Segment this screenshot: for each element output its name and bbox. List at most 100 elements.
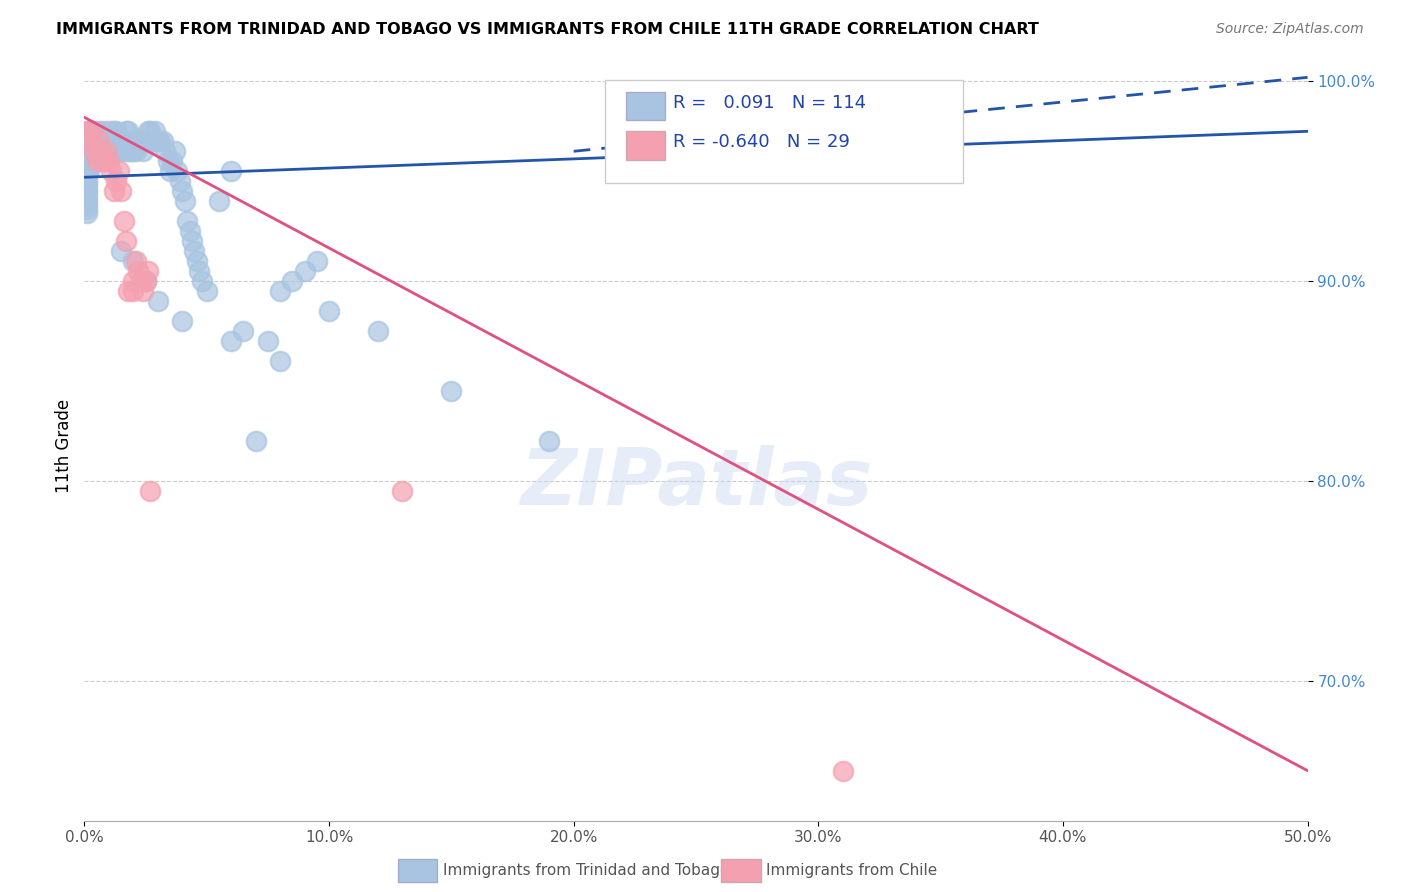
Point <box>181 234 204 248</box>
Point <box>281 274 304 288</box>
Point <box>80 124 103 138</box>
Point <box>86 124 108 138</box>
Point <box>135 274 157 288</box>
Point <box>76 150 98 164</box>
Point <box>191 274 214 288</box>
Point <box>107 145 129 159</box>
Point <box>538 434 561 448</box>
Point <box>166 164 188 178</box>
Point <box>93 154 115 169</box>
Point <box>146 294 169 309</box>
Point <box>76 170 98 185</box>
Point <box>120 145 142 159</box>
Point <box>105 174 128 188</box>
Point <box>97 145 120 159</box>
Text: R = -0.640   N = 29: R = -0.640 N = 29 <box>673 133 851 151</box>
Point <box>76 124 98 138</box>
Point <box>129 134 152 148</box>
Point <box>132 145 155 159</box>
Point <box>173 194 195 209</box>
Point <box>117 145 139 159</box>
Point <box>76 154 98 169</box>
Point <box>76 178 98 193</box>
Point <box>112 145 135 159</box>
Point <box>162 154 184 169</box>
Y-axis label: 11th Grade: 11th Grade <box>55 399 73 493</box>
Point <box>125 145 148 159</box>
Point <box>107 134 129 148</box>
Text: ZIPatlas: ZIPatlas <box>520 445 872 522</box>
Text: Immigrants from Trinidad and Tobago: Immigrants from Trinidad and Tobago <box>443 863 730 878</box>
Point <box>110 145 132 159</box>
Point <box>100 134 122 148</box>
Point <box>110 244 132 259</box>
Point <box>77 134 100 148</box>
Point <box>76 158 98 172</box>
Point <box>93 134 115 148</box>
Point <box>76 198 98 212</box>
Point <box>208 194 231 209</box>
Point <box>115 134 138 148</box>
Point <box>76 142 98 156</box>
Point <box>142 134 165 148</box>
Point <box>440 384 463 398</box>
Point <box>76 124 98 138</box>
Point <box>96 124 118 138</box>
Point <box>76 166 98 180</box>
Point <box>90 134 112 148</box>
Point <box>96 134 118 148</box>
Point <box>76 146 98 161</box>
Point <box>186 254 208 268</box>
Point <box>87 134 110 148</box>
Point <box>86 154 108 169</box>
Point <box>76 206 98 220</box>
Point <box>87 134 110 148</box>
Point <box>83 134 105 148</box>
Point <box>122 284 145 298</box>
Point <box>115 234 138 248</box>
Point <box>269 284 291 298</box>
Point <box>149 134 172 148</box>
Point <box>136 264 159 278</box>
Point <box>219 334 242 348</box>
Point <box>153 145 176 159</box>
Point <box>122 274 145 288</box>
Point <box>129 274 152 288</box>
Text: IMMIGRANTS FROM TRINIDAD AND TOBAGO VS IMMIGRANTS FROM CHILE 11TH GRADE CORRELAT: IMMIGRANTS FROM TRINIDAD AND TOBAGO VS I… <box>56 22 1039 37</box>
Point <box>125 254 148 268</box>
Point <box>103 184 125 198</box>
Text: Immigrants from Chile: Immigrants from Chile <box>766 863 938 878</box>
Point <box>127 264 149 278</box>
Point <box>117 284 139 298</box>
Point <box>391 483 413 498</box>
Point <box>188 264 211 278</box>
Point <box>176 214 198 228</box>
Point <box>122 145 145 159</box>
Point <box>135 134 157 148</box>
Point <box>127 134 149 148</box>
Point <box>146 134 169 148</box>
Point <box>169 174 191 188</box>
Point <box>139 124 162 138</box>
Point <box>105 124 128 138</box>
Point <box>163 145 186 159</box>
Point <box>172 314 194 328</box>
Point <box>120 134 142 148</box>
Point <box>100 164 122 178</box>
Point <box>831 764 853 778</box>
Point <box>172 184 194 198</box>
Point <box>183 244 205 259</box>
Point <box>80 124 103 138</box>
Point <box>139 483 162 498</box>
Point <box>103 124 125 138</box>
Point <box>80 134 103 148</box>
Point <box>90 124 112 138</box>
Point <box>195 284 218 298</box>
Point <box>76 138 98 153</box>
Point <box>318 304 340 318</box>
Point <box>76 174 98 188</box>
Point <box>90 145 112 159</box>
Point <box>83 145 105 159</box>
Point <box>110 134 132 148</box>
Point <box>103 134 125 148</box>
